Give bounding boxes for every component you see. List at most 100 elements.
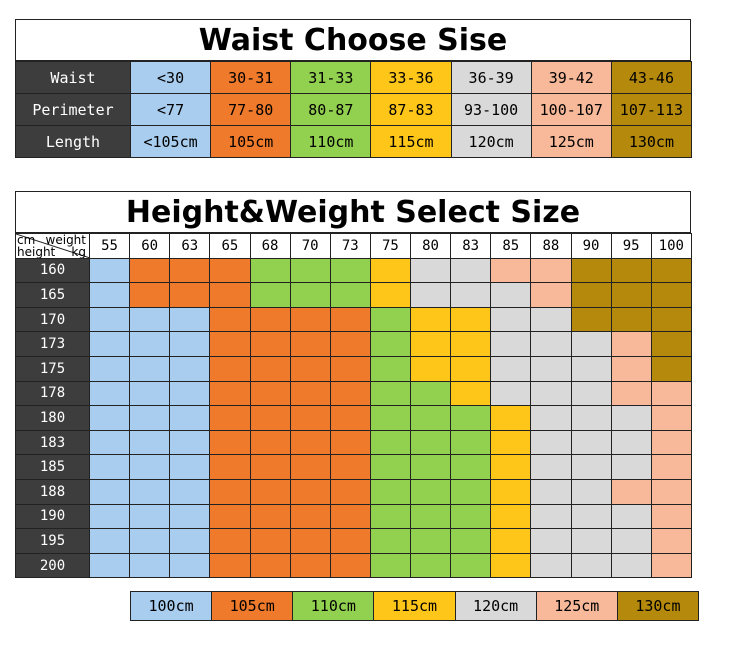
size-color-cell [450,454,492,480]
size-color-cell [329,306,371,333]
size-color-cell [530,331,572,357]
size-color-cell [369,257,412,284]
corner-weight-label: weight [45,233,86,247]
size-color-cell [369,331,412,357]
size-color-cell [450,306,492,333]
size-color-cell [490,306,532,333]
waist-row-label: Length [15,125,131,158]
size-color-cell [610,306,652,333]
size-color-cell [610,380,652,407]
waist-table-cell: 39-42 [530,61,612,94]
waist-table-cell: 87-83 [370,93,452,126]
height-row: 180 [15,405,692,431]
size-color-cell [650,429,692,456]
size-color-cell [450,405,492,431]
waist-table-cell: 80-87 [290,93,372,126]
size-color-cell [490,405,532,431]
height-row: 178 [15,380,692,407]
size-color-cell [490,331,532,357]
size-color-cell [289,257,331,284]
size-color-cell [289,503,331,530]
waist-table-cell: 77-80 [210,93,292,126]
size-color-cell [610,257,652,284]
height-row: 195 [15,528,692,554]
corner-cm-label: cm [17,233,36,247]
size-color-cell [289,478,331,505]
size-color-cell [450,478,492,505]
size-color-cell [129,331,171,357]
size-color-cell [88,306,131,333]
size-color-cell [129,454,171,480]
weight-header-cell: 95 [610,233,652,259]
size-color-cell [329,355,371,382]
size-color-cell [129,282,171,308]
weight-header-cell: 73 [329,233,371,259]
size-color-cell [369,405,412,431]
weight-header-cell: 65 [209,233,251,259]
size-color-cell [610,282,652,308]
size-color-cell [409,331,452,357]
size-color-cell [369,503,412,530]
size-color-cell [530,429,572,456]
height-label-cell: 188 [15,478,90,505]
height-label-cell: 190 [15,503,90,530]
size-color-cell [530,503,572,530]
size-color-cell [289,528,331,554]
size-color-cell [490,380,532,407]
size-color-cell [650,306,692,333]
waist-table-cell: 100-107 [530,93,612,126]
waist-row-label: Perimeter [15,93,131,126]
height-label-cell: 200 [15,552,90,579]
height-label-cell: 160 [15,257,90,284]
size-color-cell [570,405,612,431]
size-color-cell [409,282,452,308]
size-color-cell [650,478,692,505]
size-color-cell [249,331,291,357]
size-color-cell [610,503,652,530]
weight-header-cell: 80 [409,233,452,259]
size-color-cell [570,380,612,407]
size-color-cell [490,355,532,382]
corner-kg-label: kg [71,245,86,259]
size-color-cell [450,355,492,382]
size-color-cell [450,380,492,407]
size-color-cell [209,306,251,333]
size-color-cell [490,528,532,554]
height-row: 183 [15,429,692,456]
weight-header-cell: 63 [169,233,211,259]
size-color-cell [329,282,371,308]
length-legend-cell: 125cm [535,591,618,621]
size-color-cell [209,257,251,284]
size-color-cell [369,478,412,505]
size-color-cell [88,454,131,480]
size-color-cell [450,331,492,357]
size-color-cell [530,528,572,554]
size-color-cell [570,355,612,382]
size-color-cell [570,282,612,308]
size-color-cell [369,552,412,579]
size-color-cell [530,405,572,431]
size-color-cell [530,552,572,579]
corner-height-label: height [17,245,56,259]
weight-header-cell: 85 [490,233,532,259]
size-color-cell [209,528,251,554]
height-row: 173 [15,331,692,357]
waist-table-cell: 130cm [610,125,692,158]
size-color-cell [570,503,612,530]
size-color-cell [129,478,171,505]
size-color-cell [650,503,692,530]
length-legend-cell: 130cm [616,591,699,621]
size-color-cell [289,405,331,431]
height-label-cell: 175 [15,355,90,382]
size-color-cell [129,429,171,456]
size-color-cell [530,257,572,284]
size-color-cell [289,331,331,357]
size-color-cell [289,454,331,480]
size-color-cell [209,380,251,407]
waist-table-cell: 93-100 [450,93,532,126]
size-color-cell [409,306,452,333]
size-color-cell [409,552,452,579]
size-color-cell [650,257,692,284]
height-row: 170 [15,306,692,333]
weight-header-cell: 100 [650,233,692,259]
